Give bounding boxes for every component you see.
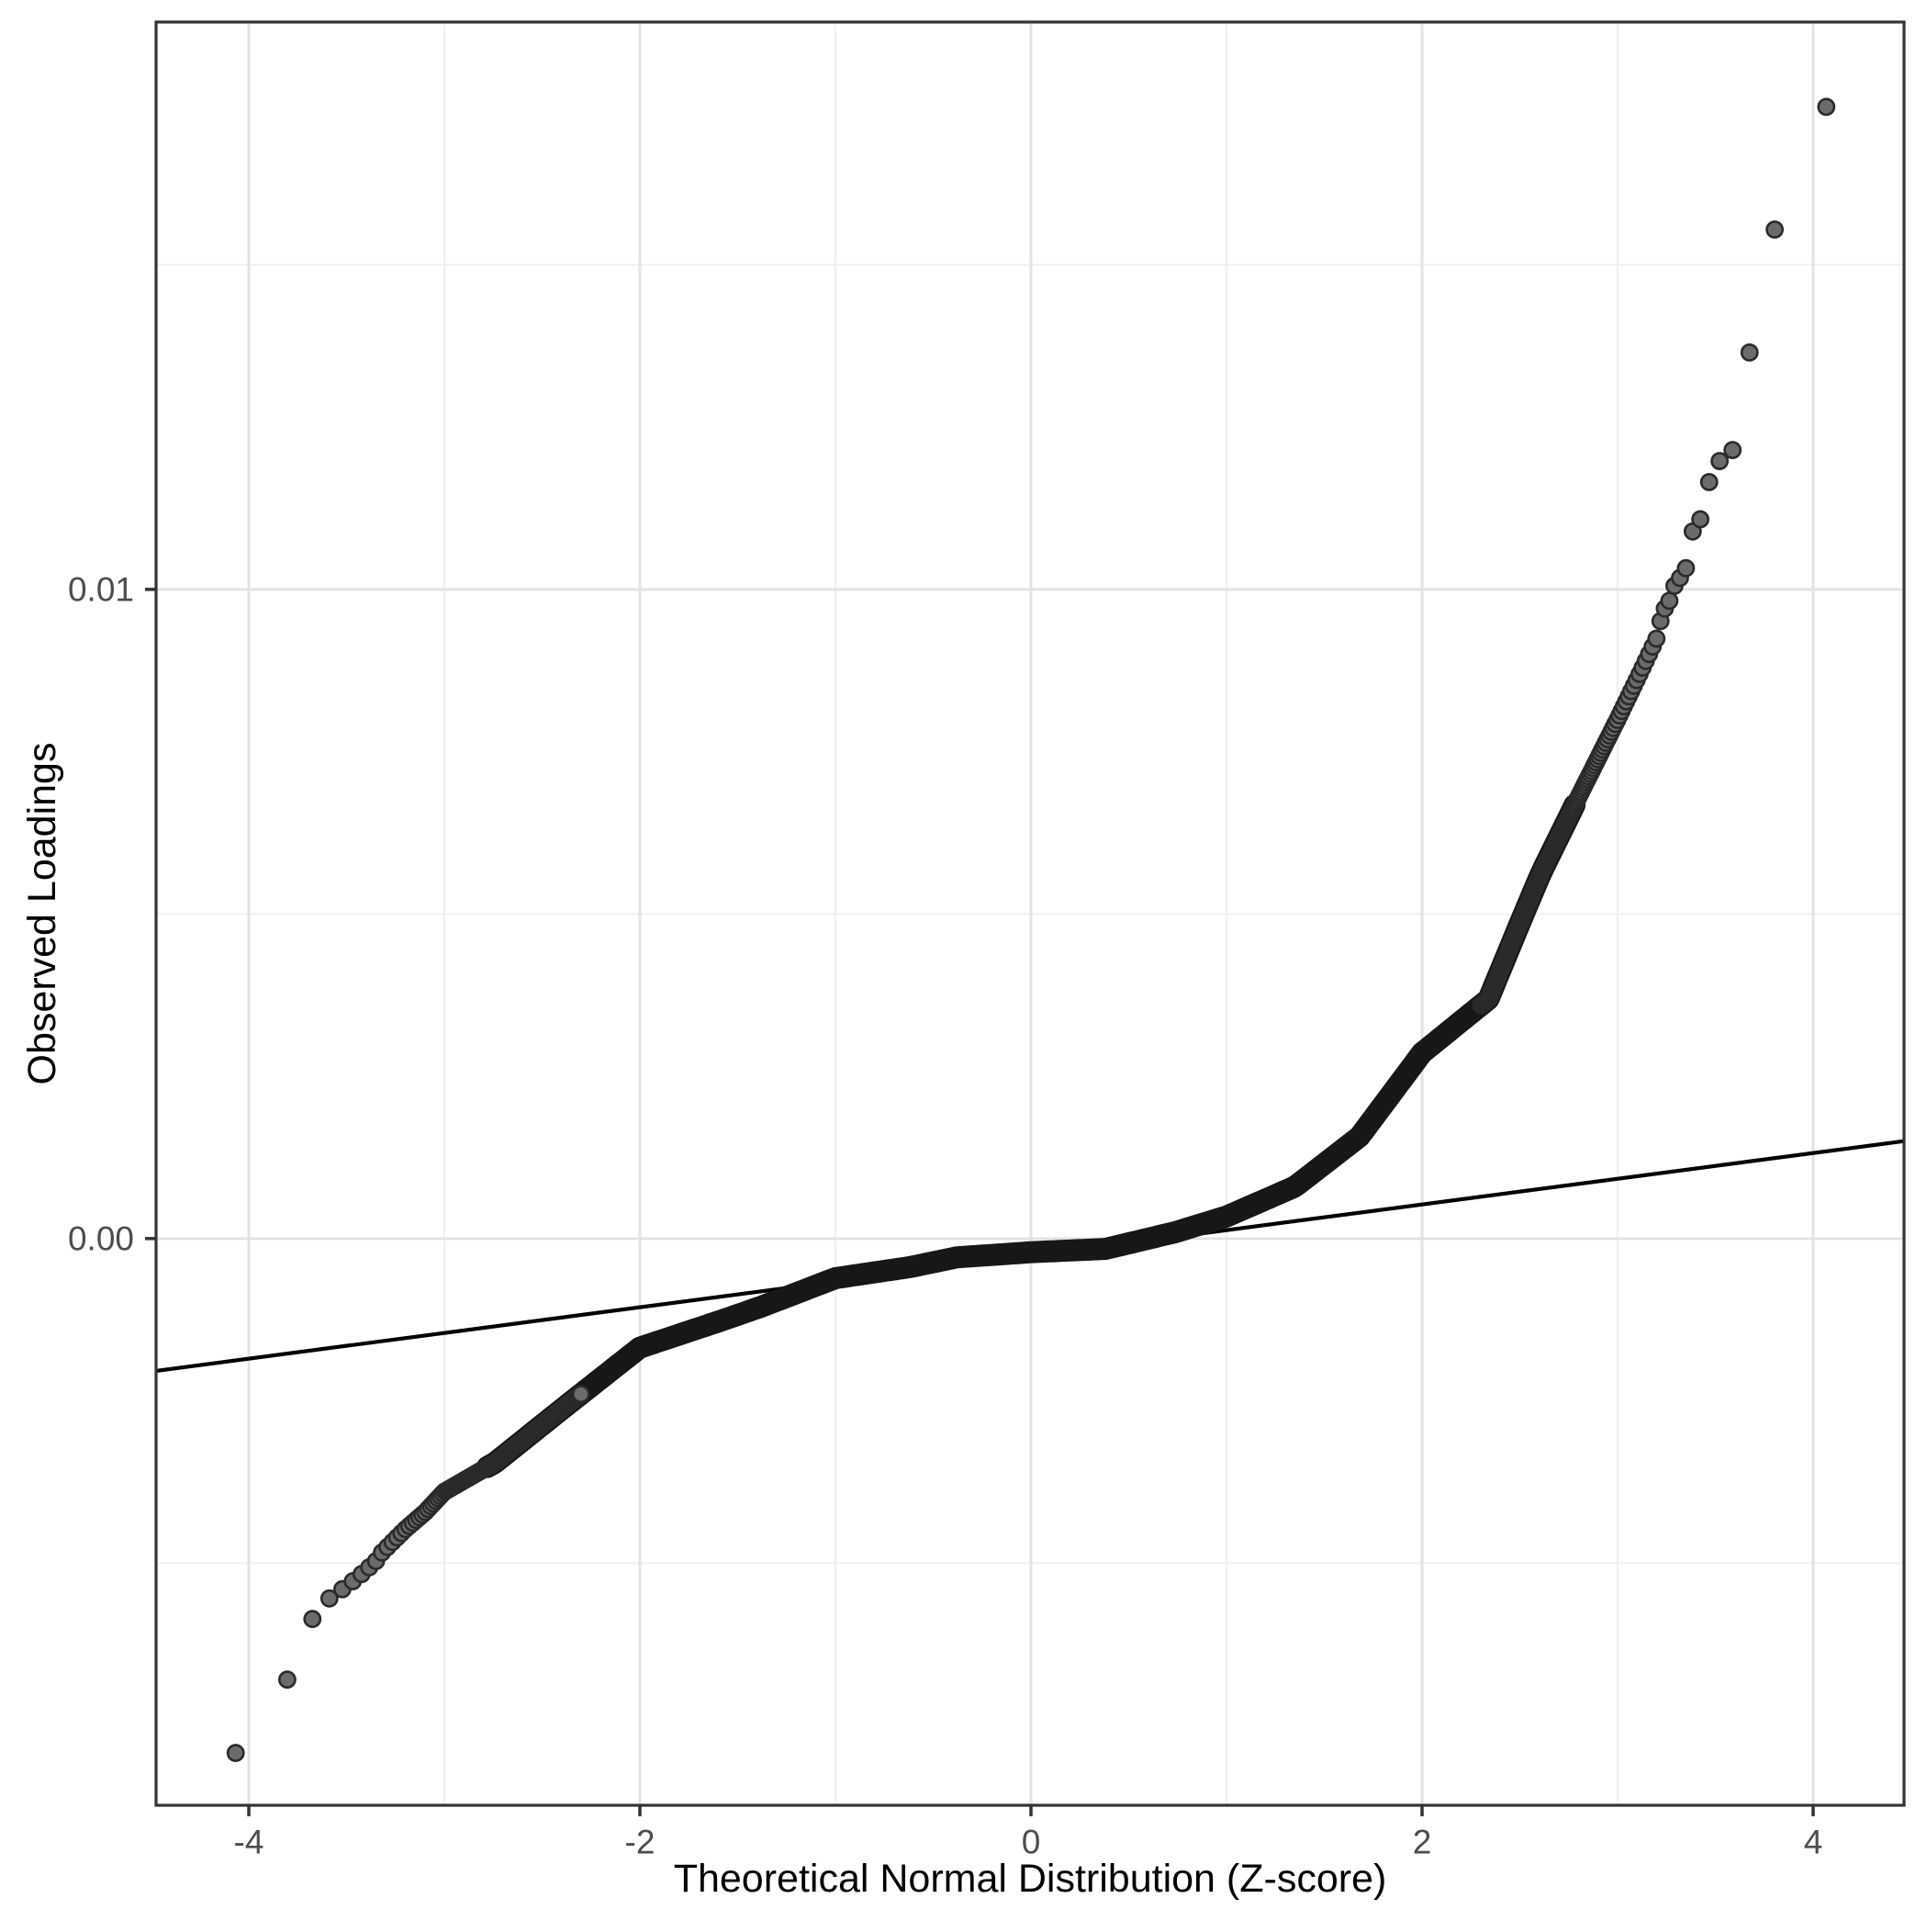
y-axis-title: Observed Loadings (20, 743, 64, 1085)
x-tick-label: 2 (1413, 1824, 1432, 1861)
y-tick-label: 0.00 (68, 1219, 134, 1257)
qq-point (1723, 441, 1742, 460)
qq-point (277, 1670, 297, 1690)
qq-point (1647, 629, 1666, 648)
qq-point (1676, 558, 1696, 578)
x-tick-label: 0 (1022, 1824, 1041, 1861)
x-tick-label: -2 (625, 1824, 655, 1861)
qq-point (1699, 473, 1719, 491)
qq-point (226, 1744, 245, 1762)
axis-ticks (145, 588, 1815, 1816)
qq-point (1710, 452, 1730, 471)
major-gridlines (156, 22, 1904, 1805)
qq-point (1817, 97, 1836, 117)
qq-point (1691, 510, 1710, 529)
y-tick-label: 0.01 (68, 570, 134, 608)
qq-point (1740, 343, 1759, 362)
qq-point (303, 1610, 322, 1629)
x-axis-title: Theoretical Normal Distribution (Z-score… (674, 1857, 1387, 1901)
axis-tick-labels: -4 -2 0 2 4 0.00 0.01 (68, 570, 1822, 1860)
qq-point (1660, 591, 1679, 611)
qq-point (1765, 220, 1785, 239)
x-tick-label: 4 (1804, 1824, 1823, 1861)
qq-dense-band (476, 793, 1586, 1478)
qq-point (319, 1589, 339, 1608)
qq-point (571, 1385, 590, 1404)
x-tick-label: -4 (234, 1824, 264, 1861)
data-layer (155, 97, 1905, 1762)
